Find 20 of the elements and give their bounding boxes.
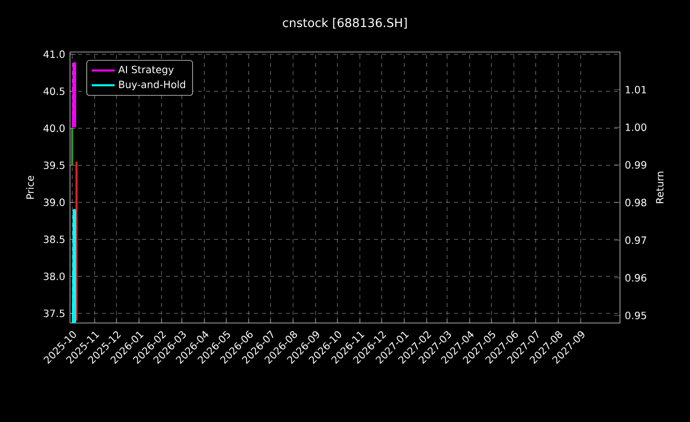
- y2-tick-label: 1.00: [626, 123, 646, 132]
- legend-label: AI Strategy: [118, 66, 174, 76]
- y-tick-label: 40.0: [44, 124, 65, 132]
- y-tick-label: 38.0: [44, 272, 65, 280]
- y2-tick-label: 0.98: [625, 198, 646, 206]
- y2-tick-label: 0.95: [625, 312, 646, 320]
- y2-tick-label: 0.97: [625, 236, 646, 244]
- y2-tick-label: 0.99: [625, 161, 646, 169]
- y-tick-label: 38.5: [44, 236, 64, 244]
- y2-tick-label: 0.96: [625, 274, 646, 282]
- y-tick-label: 37.5: [44, 310, 64, 318]
- y-tick-label: 40.5: [44, 87, 64, 96]
- y-tick-label: 39.5: [44, 162, 64, 170]
- y-tick-label: 41.0: [44, 50, 65, 58]
- legend-label: Buy-and-Hold: [119, 80, 186, 90]
- y-axis-title: Price: [26, 176, 34, 199]
- y-tick-label: 39.0: [44, 198, 65, 206]
- y2-axis-title: Return: [656, 172, 664, 204]
- chart-title: cnstock [688136.SH]: [282, 18, 407, 29]
- y2-tick-label: 1.01: [626, 86, 646, 94]
